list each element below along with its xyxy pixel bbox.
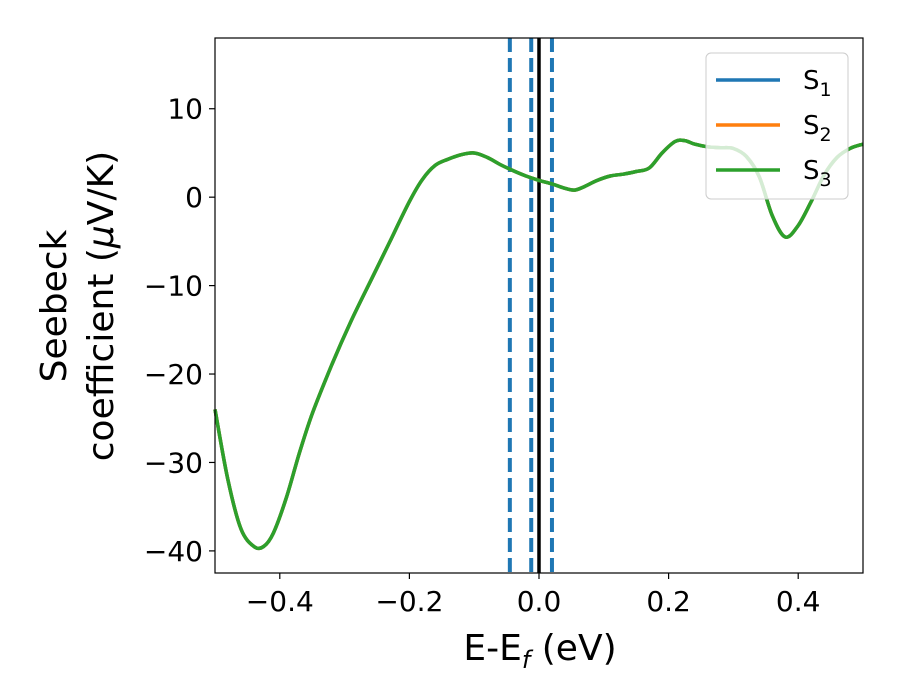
x-axis-title: E-Ef (eV) [463, 628, 616, 674]
y-tick-label: −30 [144, 446, 203, 479]
y-axis-title-line1: Seebeck [34, 229, 75, 382]
vline-group [507, 38, 554, 573]
y-tick-label: −20 [144, 358, 203, 391]
y-axis-title-line2-main: coefficient ( [81, 248, 122, 461]
y-tick-label: 10 [167, 93, 203, 126]
y-axis-title-mu: μ [81, 225, 122, 249]
x-tick-label: −0.2 [375, 585, 443, 618]
y-tick-label: −10 [144, 270, 203, 303]
y-axis-title-line2-tail: V/K) [81, 151, 122, 225]
y-tick-label: 0 [185, 181, 203, 214]
y-axis: −40 −30 −20 −10 0 10 [144, 93, 215, 568]
y-tick-label: −40 [144, 535, 203, 568]
legend-label-s2: S2 [803, 111, 832, 146]
x-axis-title-main: E-E [463, 628, 521, 669]
x-tick-label: 0.0 [517, 585, 562, 618]
legend: S1 S2 S3 [705, 52, 849, 200]
x-tick-label: 0.2 [646, 585, 691, 618]
x-tick-label: 0.4 [776, 585, 821, 618]
y-axis-title-line2: coefficient (μV/K) [81, 151, 122, 461]
legend-label-s1: S1 [803, 66, 832, 101]
legend-label-s3: S3 [803, 156, 832, 191]
x-axis-title-tail: (eV) [530, 628, 616, 669]
x-tick-label: −0.4 [246, 585, 314, 618]
x-axis: −0.4 −0.2 0.0 0.2 0.4 [246, 573, 821, 618]
